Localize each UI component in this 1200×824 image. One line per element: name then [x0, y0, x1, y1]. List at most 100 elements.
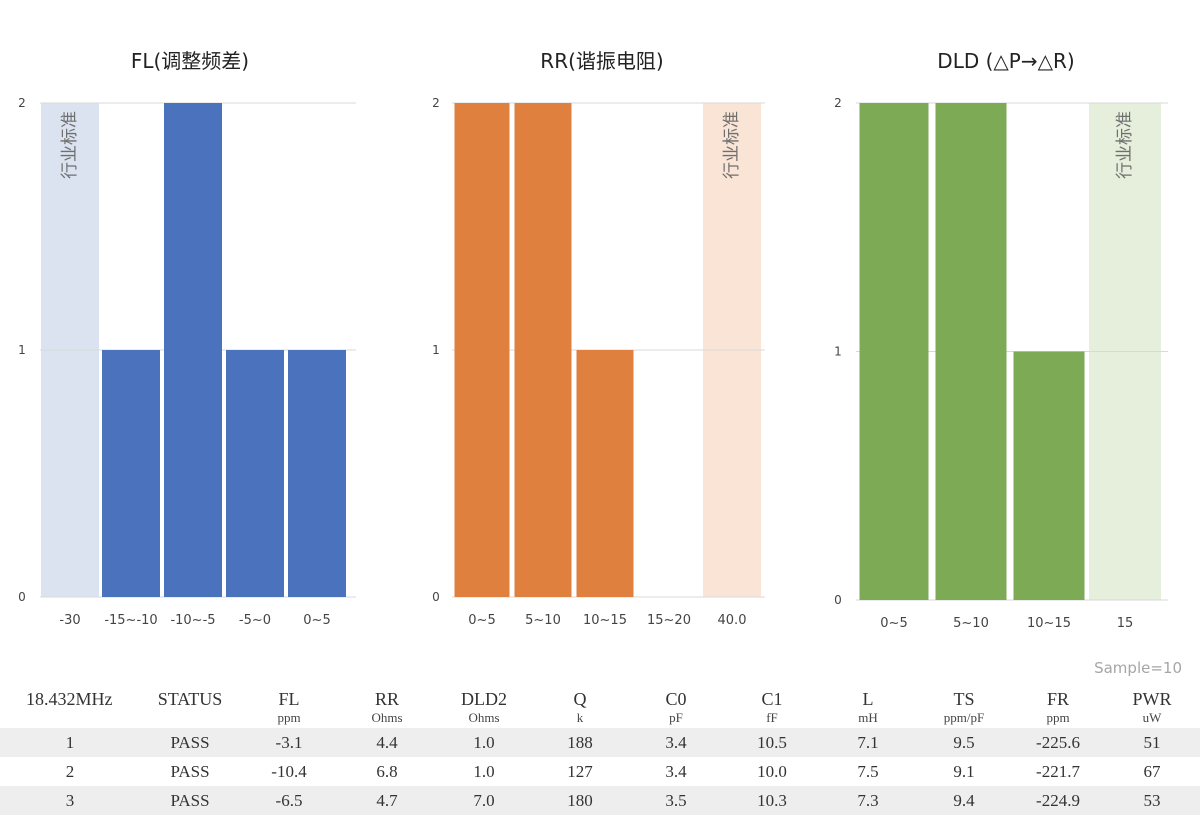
table-cell: 7.5	[857, 761, 879, 781]
y-tick-label: 2	[18, 96, 26, 110]
chart-title: DLD (△P→△R)	[937, 49, 1074, 73]
header-l: L	[862, 689, 874, 709]
unit-cell: ppm/pF	[943, 710, 985, 725]
header-c0: C0	[665, 689, 687, 709]
table-cell: 3.4	[628, 728, 724, 757]
table-cell: 7.0	[436, 786, 532, 815]
header-c1: C1	[761, 689, 783, 709]
bar	[288, 350, 346, 597]
table-cell: 7.1	[820, 728, 916, 757]
y-tick-label: 0	[18, 590, 26, 604]
bar	[164, 103, 222, 597]
header-frequency: 18.432MHz	[26, 689, 113, 709]
bar	[1013, 351, 1085, 600]
table-cell: 51	[1104, 728, 1200, 757]
y-tick-label: 0	[432, 590, 440, 604]
sample-count-note: Sample=10	[1094, 659, 1182, 677]
table-row: 3 PASS -6.5 4.7 7.0 180 3.5 10.3 7.3 9.4 -224.9 53	[0, 786, 1200, 815]
bar	[576, 350, 634, 597]
table-cell: 9.4	[916, 786, 1012, 815]
x-tick-label: 5~10	[953, 616, 989, 631]
table-cell: 4.4	[338, 728, 436, 757]
table-cell: 53	[1104, 786, 1200, 815]
unit-cell: ppm	[277, 710, 301, 725]
table-cell: PASS	[170, 761, 210, 781]
unit-cell: Ohms	[371, 710, 403, 725]
x-tick-label: -10~-5	[170, 613, 215, 628]
table-cell: -6.5	[240, 786, 338, 815]
table-cell: 10.0	[757, 761, 787, 781]
x-tick-label: 0~5	[880, 616, 907, 631]
y-tick-label: 1	[834, 345, 842, 359]
chart-title: RR(谐振电阻)	[540, 49, 663, 73]
table-cell: -221.7	[1036, 761, 1080, 781]
header-status: STATUS	[157, 689, 223, 709]
table-cell: -224.9	[1012, 786, 1104, 815]
x-tick-label: 0~5	[468, 613, 495, 628]
table-cell: 10.5	[724, 728, 820, 757]
unit-cell: uW	[1142, 710, 1162, 725]
table-cell: 9.1	[953, 761, 975, 781]
unit-cell: k	[576, 710, 584, 725]
table-cell: -3.1	[240, 728, 338, 757]
histogram-charts: FL(调整频差) 0 1 2 行业标准 -30 -15~-10 -10~-5 -5~0 0~5 RR…	[18, 49, 1168, 631]
unit-cell: pF	[669, 710, 683, 725]
y-tick-label: 0	[834, 593, 842, 607]
x-tick-label: 10~15	[1027, 616, 1071, 631]
x-tick-label: -5~0	[239, 613, 271, 628]
table-cell: -225.6	[1012, 728, 1104, 757]
table-header-row: 18.432MHz STATUS FL RR DLD2 Q C0 C1 L TS…	[0, 682, 1200, 710]
industry-standard-label: 行业标准	[722, 111, 742, 179]
table-cell: 1.0	[436, 728, 532, 757]
table-cell: 10.3	[724, 786, 820, 815]
table-cell: 180	[532, 786, 628, 815]
header-fl: FL	[278, 689, 300, 709]
bar	[859, 103, 929, 600]
table-cell: 188	[532, 728, 628, 757]
x-tick-label: 10~15	[583, 613, 627, 628]
table-cell: 2	[65, 761, 75, 781]
unit-cell: fF	[766, 710, 778, 725]
table-cell: 6.8	[376, 761, 398, 781]
header-fr: FR	[1046, 689, 1070, 709]
bar	[935, 103, 1007, 600]
header-rr: RR	[374, 689, 399, 709]
table-cell: PASS	[140, 786, 240, 815]
industry-standard-label: 行业标准	[60, 111, 80, 179]
y-tick-label: 1	[432, 343, 440, 357]
x-tick-label: 15~20	[647, 613, 691, 628]
table-row: 1 PASS -3.1 4.4 1.0 188 3.4 10.5 7.1 9.5 -225.6 51	[0, 728, 1200, 757]
header-pwr: PWR	[1132, 689, 1172, 709]
table-cell: 4.7	[338, 786, 436, 815]
header-q: Q	[573, 689, 587, 709]
x-tick-label: -15~-10	[104, 613, 157, 628]
table-cell: PASS	[140, 728, 240, 757]
y-tick-label: 1	[18, 343, 26, 357]
bar	[102, 350, 160, 597]
table-cell: 9.5	[916, 728, 1012, 757]
x-tick-label: 15	[1117, 616, 1134, 631]
table-body: ppm Ohms Ohms k pF fF mH ppm/pF ppm uW 1…	[0, 710, 1200, 815]
unit-cell: Ohms	[468, 710, 500, 725]
header-dld2: DLD2	[461, 689, 507, 709]
y-tick-label: 2	[834, 96, 842, 110]
table-cell: 3	[0, 786, 140, 815]
table-cell: 67	[1143, 761, 1161, 781]
industry-standard-label: 行业标准	[1115, 111, 1135, 179]
table-cell: 1.0	[473, 761, 495, 781]
header-ts: TS	[953, 689, 975, 709]
table-cell: 7.3	[820, 786, 916, 815]
x-tick-label: 40.0	[718, 613, 747, 628]
y-tick-label: 2	[432, 96, 440, 110]
table-cell: 3.4	[665, 761, 687, 781]
bar	[226, 350, 284, 597]
unit-cell	[140, 710, 240, 728]
table-cell: 127	[567, 761, 593, 781]
unit-cell	[0, 710, 140, 728]
x-tick-label: 5~10	[525, 613, 561, 628]
x-tick-label: 0~5	[303, 613, 330, 628]
units-row: ppm Ohms Ohms k pF fF mH ppm/pF ppm uW	[0, 710, 1200, 728]
table-cell: 1	[0, 728, 140, 757]
table-cell: 3.5	[628, 786, 724, 815]
chart-title: FL(调整频差)	[131, 49, 249, 73]
